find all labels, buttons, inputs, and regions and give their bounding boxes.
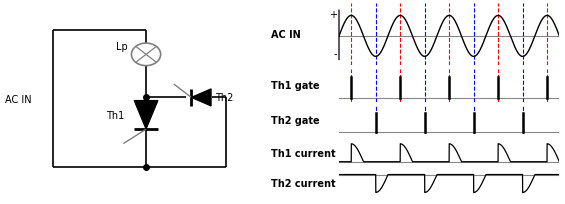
Text: Th2: Th2: [215, 93, 233, 103]
Text: Th2 gate: Th2 gate: [271, 115, 320, 125]
Text: AC IN: AC IN: [5, 95, 32, 105]
Text: +: +: [329, 10, 337, 20]
Text: Lp: Lp: [115, 42, 127, 52]
Text: Th1: Th1: [106, 110, 124, 120]
Text: Th1 current: Th1 current: [271, 148, 336, 158]
Polygon shape: [134, 101, 158, 130]
Text: Th2 current: Th2 current: [271, 179, 336, 188]
Text: -: -: [333, 49, 337, 59]
Text: AC IN: AC IN: [271, 30, 301, 40]
Polygon shape: [191, 89, 211, 106]
Text: Th1 gate: Th1 gate: [271, 81, 320, 91]
